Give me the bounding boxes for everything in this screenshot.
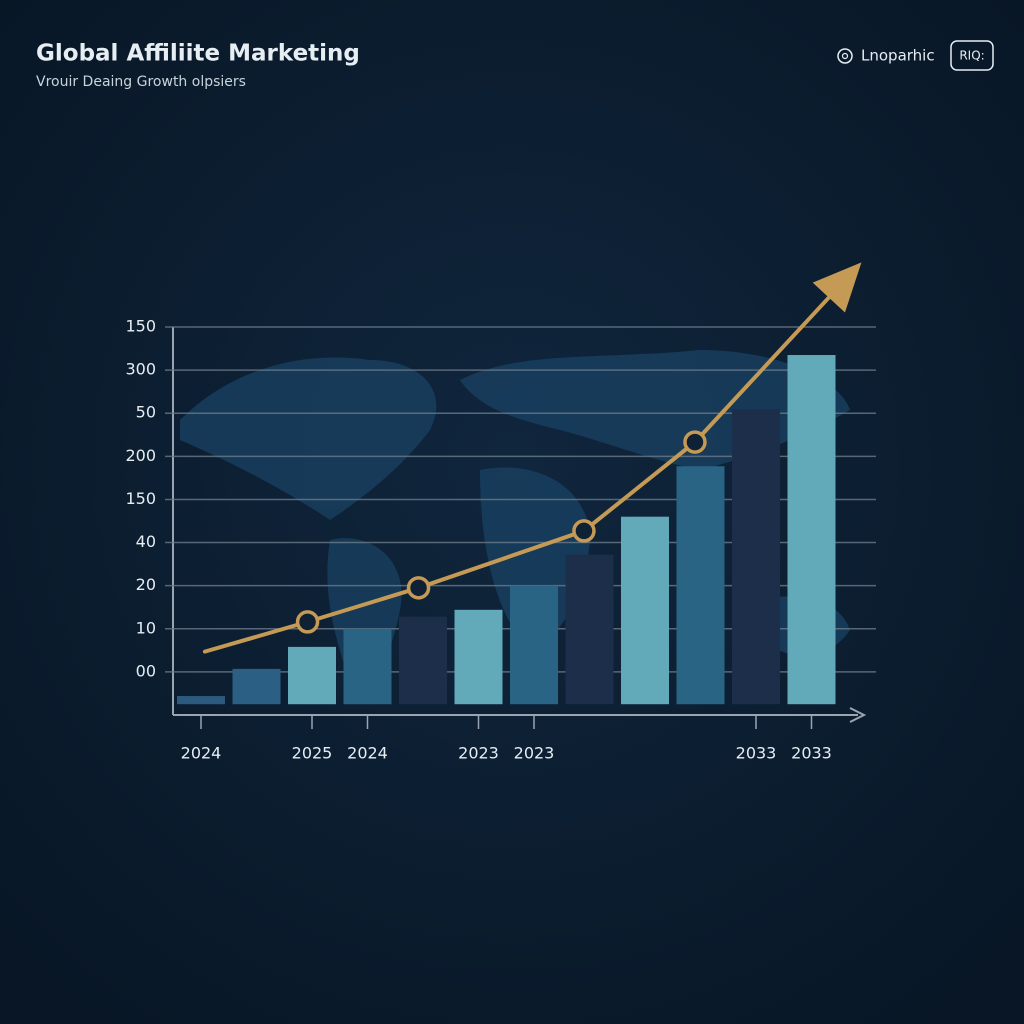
title: Global Affiliite Marketing [36,41,360,67]
bar [732,409,780,705]
trend-marker [572,519,596,543]
bar [177,696,225,705]
y-tick-label: 200 [125,446,156,465]
y-tick-label: 20 [136,575,156,594]
bar [621,516,669,705]
trend-arrowhead [812,262,862,313]
x-tick-label: 2024 [181,744,222,763]
badge-box[interactable] [950,40,994,71]
bar [565,554,614,705]
x-tick-label: 2024 [347,744,388,763]
trend-marker [683,430,707,454]
x-tick-label: 2023 [514,744,555,763]
y-tick-label: 00 [136,661,156,680]
subtitle: Vrouir Deaing Growth olpsiers [36,74,246,90]
y-tick-label: 150 [125,489,156,508]
brand-icon-dot [841,52,849,60]
bar [232,668,281,705]
x-tick-label: 2025 [292,744,333,763]
y-tick-label: 50 [136,403,156,422]
bar [288,646,336,705]
y-tick-label: 300 [125,360,156,379]
brand-icon [837,48,853,64]
brand: Lnoparhic [861,47,935,65]
x-tick-label: 2023 [458,744,499,763]
x-tick-label: 2033 [736,744,777,763]
x-tick-label: 2033 [791,744,832,763]
trend-marker [406,576,431,600]
y-tick-label: 10 [136,618,156,637]
trend-marker [295,610,320,634]
bar [676,466,725,705]
bar [787,355,836,705]
x-axis-arrow [849,707,867,723]
badge[interactable]: RIQ: [959,49,984,63]
bar [454,609,503,705]
y-tick-label: 40 [136,532,156,551]
bar [510,585,558,705]
y-tick-label: 150 [125,317,156,336]
trend-line [202,295,831,654]
bar [343,628,392,705]
bar [399,616,447,705]
